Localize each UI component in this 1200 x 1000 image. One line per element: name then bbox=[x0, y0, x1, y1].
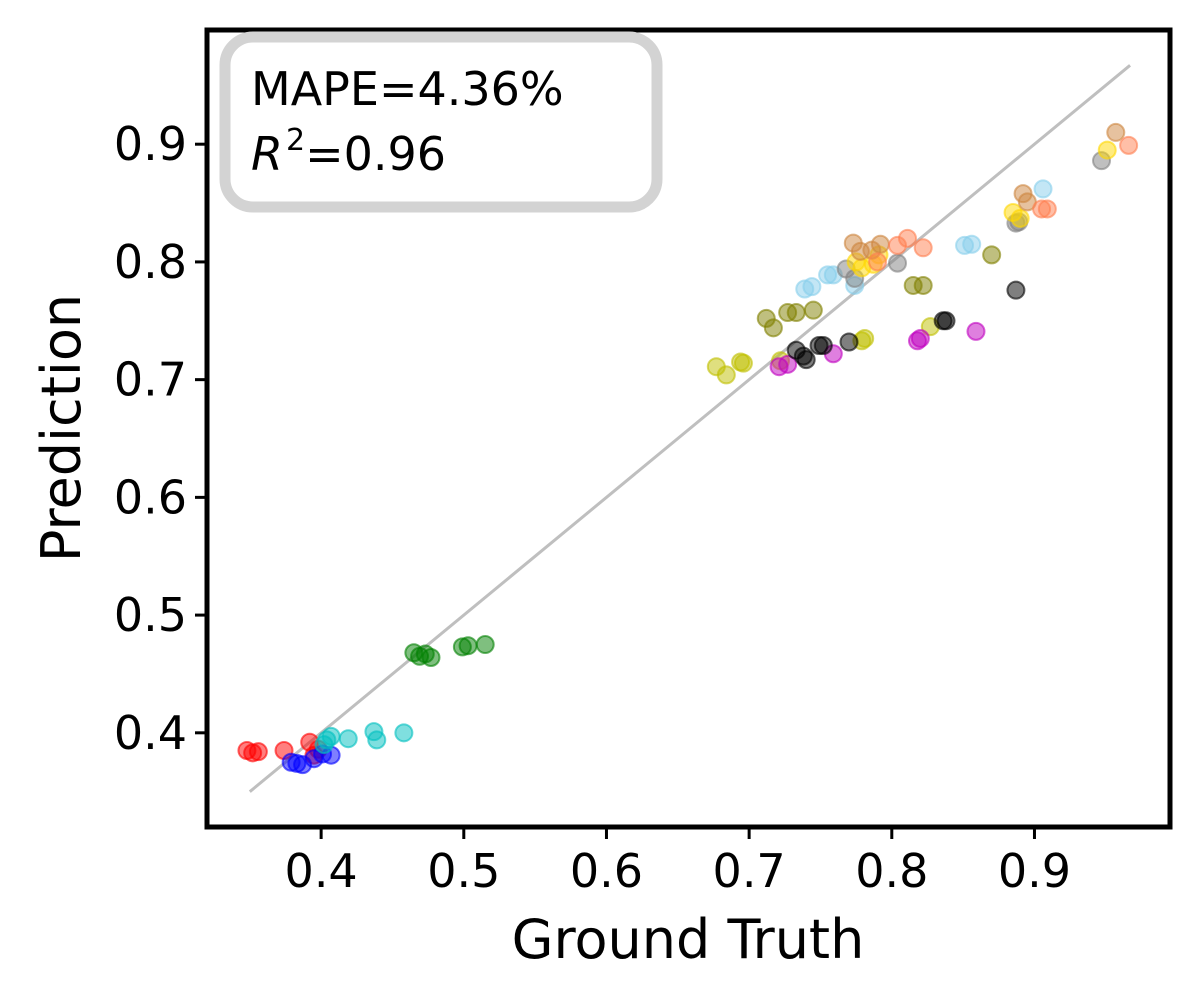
y-axis-label: Prediction bbox=[30, 294, 93, 562]
data-point bbox=[796, 350, 816, 370]
y-tick-label: 0.5 bbox=[114, 588, 187, 642]
data-point bbox=[1097, 140, 1117, 160]
series-olive bbox=[756, 245, 1002, 338]
series-gold bbox=[846, 140, 1117, 278]
data-point bbox=[802, 277, 822, 297]
x-tick-label: 0.8 bbox=[855, 844, 928, 898]
r2-value: =0.96 bbox=[305, 127, 446, 181]
data-point bbox=[966, 321, 986, 341]
axis-ticks: 0.4 0.5 0.6 0.7 0.8 0.9 0.4 0.5 0.6 0.7 0.8 0.9 bbox=[114, 117, 1071, 898]
data-point bbox=[321, 726, 341, 746]
data-point bbox=[803, 300, 823, 320]
data-point bbox=[421, 647, 441, 667]
plot-frame bbox=[204, 27, 1173, 830]
data-point bbox=[394, 723, 414, 743]
y-tick-label: 0.9 bbox=[114, 117, 187, 171]
data-point bbox=[716, 365, 736, 385]
data-point bbox=[1106, 122, 1126, 142]
data-point bbox=[913, 238, 933, 258]
r2-text: R 2=0.96 bbox=[251, 123, 446, 181]
y-tick-label: 0.4 bbox=[114, 706, 187, 760]
data-point bbox=[839, 332, 859, 352]
data-point bbox=[813, 336, 833, 356]
data-point bbox=[888, 253, 908, 273]
series-green bbox=[404, 635, 495, 667]
data-point bbox=[868, 252, 888, 272]
data-point bbox=[910, 328, 930, 348]
series-peru bbox=[843, 122, 1126, 261]
data-point bbox=[778, 354, 798, 374]
data-point bbox=[897, 228, 917, 248]
y-tick-label: 0.7 bbox=[114, 353, 187, 407]
data-point bbox=[733, 353, 753, 373]
data-point bbox=[475, 635, 495, 655]
series-black bbox=[786, 280, 1026, 370]
series-cyan bbox=[314, 722, 414, 755]
data-point bbox=[786, 303, 806, 323]
data-point bbox=[962, 234, 982, 254]
data-point bbox=[1006, 280, 1026, 300]
data-point bbox=[1037, 199, 1057, 219]
r2-exponent: 2 bbox=[286, 123, 305, 158]
data-point bbox=[982, 245, 1002, 265]
data-point bbox=[458, 636, 478, 656]
reference-line bbox=[248, 64, 1132, 793]
data-point bbox=[936, 311, 956, 331]
data-point bbox=[1010, 208, 1030, 228]
data-point bbox=[913, 275, 933, 295]
y-tick-label: 0.8 bbox=[114, 235, 187, 289]
x-axis-label: Ground Truth bbox=[512, 908, 865, 971]
x-tick-label: 0.4 bbox=[285, 844, 358, 898]
annotation-box-frame bbox=[219, 31, 663, 213]
series-salmon bbox=[868, 135, 1139, 272]
mape-text: MAPE=4.36% bbox=[251, 62, 564, 116]
data-point bbox=[855, 328, 875, 348]
x-tick-label: 0.9 bbox=[998, 844, 1071, 898]
x-tick-label: 0.5 bbox=[427, 844, 500, 898]
y-tick-label: 0.6 bbox=[114, 470, 187, 524]
x-tick-label: 0.7 bbox=[713, 844, 786, 898]
data-point bbox=[870, 234, 890, 254]
plot-area bbox=[237, 64, 1139, 793]
data-point bbox=[763, 318, 783, 338]
annotation-box: MAPE=4.36% R 2=0.96 bbox=[219, 31, 663, 213]
data-point bbox=[248, 742, 268, 762]
data-point bbox=[1033, 179, 1053, 199]
data-point bbox=[1119, 135, 1139, 155]
r2-symbol: R bbox=[251, 127, 283, 181]
data-point bbox=[338, 729, 358, 749]
x-tick-label: 0.6 bbox=[570, 844, 643, 898]
data-point bbox=[367, 730, 387, 750]
